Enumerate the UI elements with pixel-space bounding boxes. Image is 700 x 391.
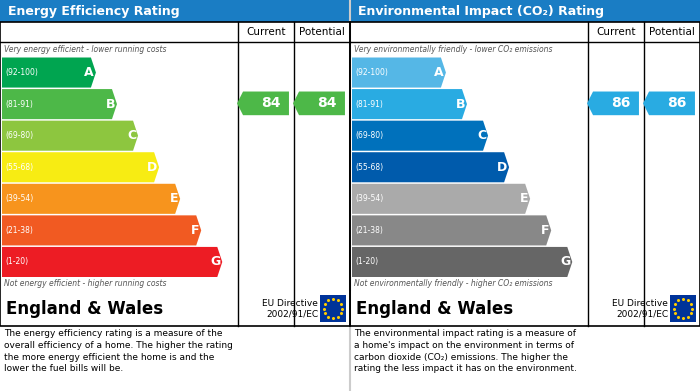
Polygon shape	[352, 184, 530, 214]
Bar	[670, 295, 696, 322]
Bar	[0, 0, 350, 22]
Text: Current: Current	[246, 27, 286, 37]
Polygon shape	[2, 152, 159, 182]
Text: (81-91): (81-91)	[5, 100, 33, 109]
Polygon shape	[352, 247, 573, 277]
Text: (39-54): (39-54)	[355, 194, 384, 203]
Text: (21-38): (21-38)	[5, 226, 33, 235]
Bar	[350, 291, 700, 326]
Text: B: B	[456, 98, 465, 111]
Polygon shape	[2, 247, 223, 277]
Polygon shape	[2, 57, 96, 88]
Bar	[0, 291, 350, 326]
Polygon shape	[352, 215, 551, 246]
Polygon shape	[643, 91, 695, 115]
Text: (69-80): (69-80)	[5, 131, 33, 140]
Text: A: A	[84, 66, 94, 79]
Text: E: E	[519, 192, 528, 205]
Polygon shape	[237, 91, 289, 115]
Text: Environmental Impact (CO₂) Rating: Environmental Impact (CO₂) Rating	[358, 5, 604, 18]
Polygon shape	[352, 121, 488, 151]
Text: England & Wales: England & Wales	[6, 300, 163, 317]
Text: (92-100): (92-100)	[5, 68, 38, 77]
Text: (1-20): (1-20)	[355, 257, 378, 266]
Polygon shape	[2, 89, 117, 119]
Text: Potential: Potential	[649, 27, 695, 37]
Polygon shape	[587, 91, 639, 115]
Text: England & Wales: England & Wales	[356, 300, 513, 317]
Text: 84: 84	[261, 96, 280, 110]
Text: (21-38): (21-38)	[355, 226, 383, 235]
Text: C: C	[477, 129, 486, 142]
Text: A: A	[434, 66, 444, 79]
Text: (81-91): (81-91)	[355, 100, 383, 109]
Text: B: B	[106, 98, 115, 111]
Bar	[350, 22, 700, 326]
Text: The energy efficiency rating is a measure of the
overall efficiency of a home. T: The energy efficiency rating is a measur…	[4, 329, 233, 373]
Text: The environmental impact rating is a measure of
a home's impact on the environme: The environmental impact rating is a mea…	[354, 329, 577, 373]
Polygon shape	[2, 215, 201, 246]
Text: EU Directive
2002/91/EC: EU Directive 2002/91/EC	[262, 299, 318, 318]
Text: D: D	[147, 161, 157, 174]
Text: Not energy efficient - higher running costs: Not energy efficient - higher running co…	[4, 280, 167, 289]
Text: G: G	[210, 255, 220, 269]
Polygon shape	[2, 121, 138, 151]
Bar	[0, 0, 350, 391]
Polygon shape	[352, 152, 509, 182]
Bar	[320, 295, 346, 322]
Text: F: F	[190, 224, 199, 237]
Text: D: D	[497, 161, 507, 174]
Text: Current: Current	[596, 27, 636, 37]
Text: (1-20): (1-20)	[5, 257, 28, 266]
Text: Very energy efficient - lower running costs: Very energy efficient - lower running co…	[4, 45, 167, 54]
Text: Energy Efficiency Rating: Energy Efficiency Rating	[8, 5, 180, 18]
Polygon shape	[352, 57, 446, 88]
Text: C: C	[127, 129, 136, 142]
Text: Potential: Potential	[299, 27, 345, 37]
Text: 84: 84	[317, 96, 336, 110]
Text: 86: 86	[667, 96, 686, 110]
Bar	[350, 0, 700, 22]
Text: (55-68): (55-68)	[355, 163, 383, 172]
Text: (92-100): (92-100)	[355, 68, 388, 77]
Bar	[0, 22, 350, 326]
Polygon shape	[293, 91, 345, 115]
Text: (39-54): (39-54)	[5, 194, 34, 203]
Text: EU Directive
2002/91/EC: EU Directive 2002/91/EC	[612, 299, 668, 318]
Text: E: E	[169, 192, 178, 205]
Text: Very environmentally friendly - lower CO₂ emissions: Very environmentally friendly - lower CO…	[354, 45, 552, 54]
Text: 86: 86	[611, 96, 630, 110]
Polygon shape	[352, 89, 467, 119]
Text: (55-68): (55-68)	[5, 163, 33, 172]
Text: G: G	[560, 255, 570, 269]
Bar	[350, 0, 700, 391]
Text: Not environmentally friendly - higher CO₂ emissions: Not environmentally friendly - higher CO…	[354, 280, 552, 289]
Polygon shape	[2, 184, 180, 214]
Text: F: F	[540, 224, 550, 237]
Text: (69-80): (69-80)	[355, 131, 383, 140]
